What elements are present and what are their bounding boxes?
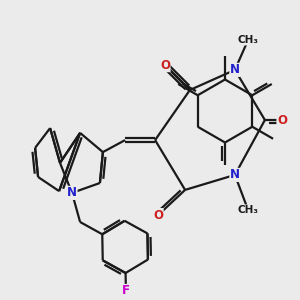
Text: O: O xyxy=(277,113,287,127)
Text: O: O xyxy=(160,58,170,72)
Text: N: N xyxy=(230,63,240,76)
Text: CH₃: CH₃ xyxy=(238,205,259,215)
Text: O: O xyxy=(153,208,163,222)
Text: F: F xyxy=(122,284,130,298)
Text: N: N xyxy=(67,186,77,200)
Text: CH₃: CH₃ xyxy=(238,35,259,45)
Text: N: N xyxy=(230,168,240,182)
